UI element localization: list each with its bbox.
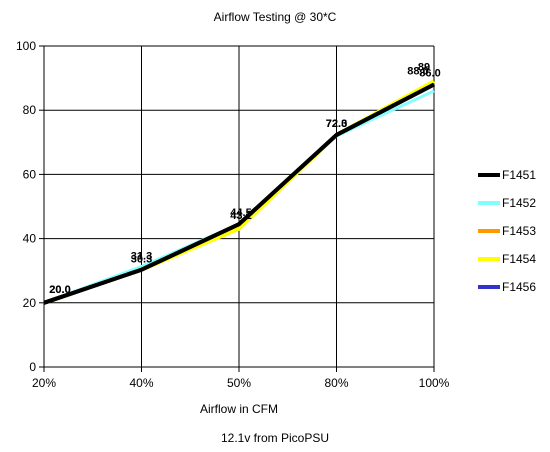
- legend-label: F1454: [502, 252, 537, 266]
- x-tick-label: 40%: [129, 376, 153, 390]
- data-label: 72.0: [326, 118, 347, 130]
- y-tick-label: 60: [23, 167, 37, 181]
- data-label: 44.5: [230, 207, 251, 219]
- data-label: 31.3: [131, 251, 152, 263]
- legend-label: F1456: [502, 280, 537, 294]
- y-tick-label: 100: [16, 39, 36, 53]
- legend-label: F1453: [502, 224, 537, 238]
- y-tick-label: 80: [23, 103, 37, 117]
- legend-swatch: [478, 201, 500, 205]
- legend-swatch: [478, 285, 500, 289]
- data-label: 88.0: [407, 66, 428, 78]
- y-tick-label: 20: [23, 296, 37, 310]
- data-label: 20.0: [49, 284, 70, 296]
- data-label: 86.0: [419, 68, 440, 80]
- legend-label: F1452: [502, 196, 537, 210]
- data-label: 43.1: [230, 210, 251, 222]
- y-tick-label: 0: [29, 360, 36, 374]
- legend-swatch: [478, 229, 500, 233]
- x-axis-label: Airflow in CFM: [199, 402, 278, 416]
- x-tick-label: 100%: [419, 376, 450, 390]
- chart-subtitle: 12.1v from PicoPSU: [220, 431, 330, 445]
- legend-swatch: [478, 257, 500, 261]
- chart-title: Airflow Testing @ 30*C: [213, 10, 337, 24]
- legend-label: F1451: [502, 168, 537, 182]
- series-line-f1451-top: [43, 82, 435, 305]
- x-tick-label: 80%: [324, 376, 348, 390]
- data-label: 20.0: [49, 284, 70, 296]
- x-tick-label: 50%: [227, 376, 251, 390]
- x-tick-label: 20%: [32, 376, 56, 390]
- data-label: 30.3: [131, 254, 152, 266]
- y-tick-label: 40: [23, 232, 37, 246]
- data-label: 89: [418, 62, 430, 74]
- data-label: 72.3: [326, 118, 347, 130]
- legend-swatch: [478, 173, 500, 177]
